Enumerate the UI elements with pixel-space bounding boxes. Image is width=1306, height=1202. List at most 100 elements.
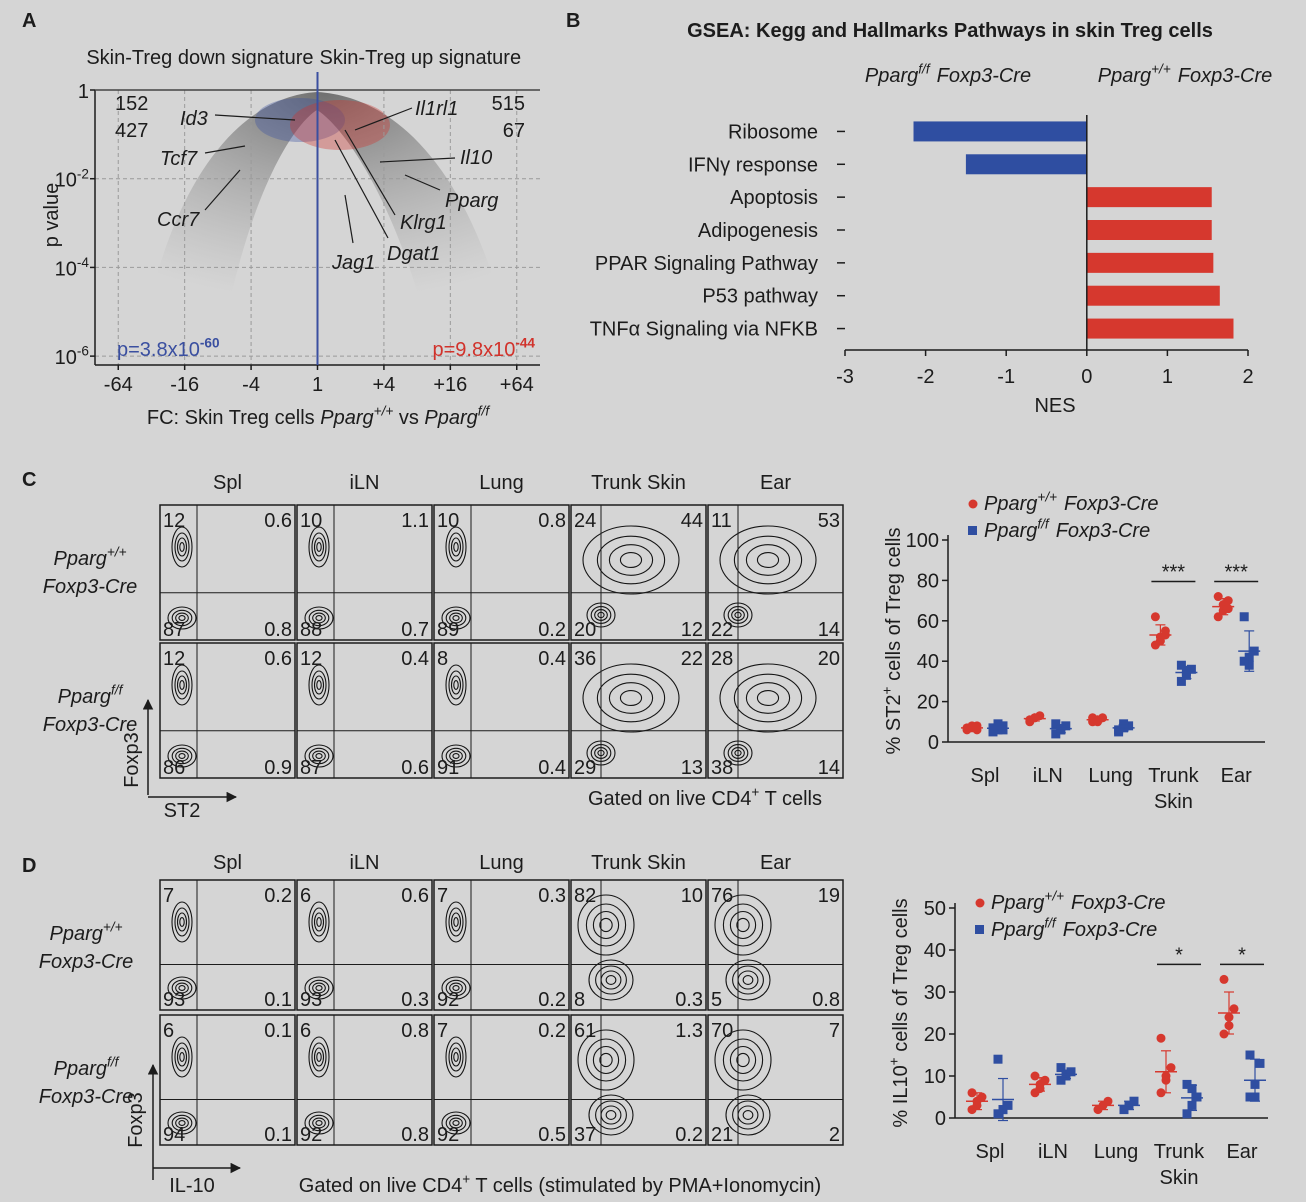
contour (174, 1042, 190, 1072)
tissue-label: Spl (213, 472, 242, 494)
contour (313, 1047, 325, 1067)
point (1061, 721, 1071, 731)
quadrant-value: 29 (574, 757, 596, 779)
flow-plot (570, 1014, 707, 1146)
contour-group (577, 894, 635, 1001)
contour (171, 901, 193, 943)
category-label: TNFα Signaling via NFKB (590, 319, 818, 341)
quadrant-value: 37 (574, 1124, 596, 1146)
contour (450, 537, 462, 557)
contour (313, 537, 325, 557)
gene-label: Il10 (460, 147, 492, 169)
contour (596, 535, 666, 585)
y-axis-label: % IL10+ cells of Treg cells (887, 898, 912, 1127)
text-part: p=3.8x10 (117, 339, 200, 361)
point (1051, 729, 1061, 739)
text-part: f/f (1044, 916, 1057, 931)
count: 67 (503, 120, 525, 142)
contour-group (714, 1029, 772, 1136)
contour (171, 979, 193, 997)
contour (592, 1045, 620, 1075)
point (1051, 719, 1061, 729)
contour (619, 689, 643, 707)
point (1040, 1075, 1050, 1085)
quadrant-value: 93 (300, 989, 322, 1011)
category-label: Apoptosis (730, 187, 818, 209)
contour (737, 970, 759, 990)
contour (178, 985, 186, 991)
text-part: +/+ (374, 404, 394, 419)
contour (311, 1042, 327, 1072)
contour (167, 744, 197, 768)
contour (719, 525, 817, 595)
leader-line (379, 157, 456, 163)
category-label: Adipogenesis (698, 220, 818, 242)
tissue-label: Trunk Skin (591, 472, 686, 494)
legend-marker (968, 526, 977, 535)
chart-title: GSEA: Kegg and Hallmarks Pathways in ski… (687, 20, 1213, 42)
contour (315, 985, 323, 991)
contour (316, 542, 322, 552)
leader-line (204, 169, 241, 211)
quadrant-value: 6 (300, 885, 311, 907)
quadrant-value: 0.8 (812, 989, 840, 1011)
tissue-label: iLN (349, 472, 379, 494)
quadrant-value: 0.3 (538, 885, 566, 907)
quadrant-value: 8 (574, 989, 585, 1011)
contour (585, 903, 627, 947)
contour (445, 747, 467, 765)
point (977, 1092, 987, 1102)
quadrant-value: 94 (163, 1124, 185, 1146)
down-cloud (255, 98, 345, 142)
contour (304, 744, 334, 768)
legend-label: Ppargf/f Foxp3-Cre (984, 517, 1150, 542)
point (1182, 1109, 1192, 1119)
contour (171, 609, 193, 627)
quadrant-value: 0.2 (675, 1124, 703, 1146)
gene-label: Pparg (445, 190, 498, 212)
count: 515 (492, 93, 525, 115)
contour (171, 664, 193, 706)
text-part: +/+ (107, 545, 127, 560)
contour-group (719, 663, 817, 766)
contour (313, 675, 325, 695)
flow-plot (159, 1014, 296, 1146)
x-tick-label: Spl (976, 1141, 1005, 1163)
quadrant-value: 0.8 (401, 1124, 429, 1146)
contour (745, 682, 791, 714)
panel-letter: C (22, 469, 36, 491)
tissue-label: Ear (760, 852, 791, 874)
contour (577, 1029, 635, 1091)
quadrant-value: 7 (829, 1020, 840, 1042)
point (1255, 1058, 1265, 1068)
group-label: Ppargf/f Foxp3-Cre (865, 62, 1031, 87)
text-part: +/+ (1037, 490, 1057, 505)
y-tick-label: 40 (924, 940, 946, 962)
contour (174, 532, 190, 562)
quadrant-value: 20 (818, 648, 840, 670)
contour-group (304, 526, 334, 630)
quadrant-value: 10 (681, 885, 703, 907)
x-tick-label: 1 (1162, 366, 1173, 388)
flow-plot (159, 504, 296, 641)
quadrant-value: 22 (711, 619, 733, 641)
contour (316, 1052, 322, 1062)
y-tick-label: 1 (78, 81, 89, 103)
quadrant-value: 0.6 (401, 885, 429, 907)
contour (449, 1117, 463, 1129)
text-part: Pparg (58, 686, 111, 708)
contour (449, 982, 463, 994)
contour (174, 907, 190, 937)
contour (608, 544, 654, 576)
text-part: Pparg (49, 923, 102, 945)
significance-label: * (1238, 944, 1246, 966)
contour (175, 612, 189, 624)
contour (171, 526, 193, 568)
text-part: % IL10 (890, 1065, 912, 1127)
text-part: cells of Treg cells (883, 528, 905, 687)
point (1056, 1075, 1066, 1085)
contour (577, 894, 635, 956)
flow-plot (296, 1014, 433, 1146)
